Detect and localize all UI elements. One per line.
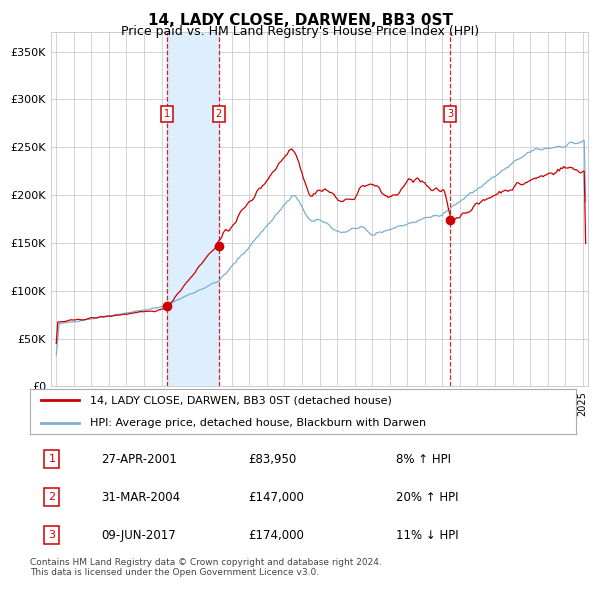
Text: £174,000: £174,000 (248, 529, 304, 542)
Text: 1: 1 (164, 109, 170, 119)
Text: 2: 2 (215, 109, 222, 119)
Text: 14, LADY CLOSE, DARWEN, BB3 0ST (detached house): 14, LADY CLOSE, DARWEN, BB3 0ST (detache… (90, 395, 392, 405)
Text: 3: 3 (49, 530, 55, 540)
Text: £83,950: £83,950 (248, 453, 296, 466)
Text: 1: 1 (49, 454, 55, 464)
Text: Contains HM Land Registry data © Crown copyright and database right 2024.
This d: Contains HM Land Registry data © Crown c… (30, 558, 382, 577)
Text: 14, LADY CLOSE, DARWEN, BB3 0ST: 14, LADY CLOSE, DARWEN, BB3 0ST (148, 13, 452, 28)
Text: 27-APR-2001: 27-APR-2001 (101, 453, 177, 466)
Text: 09-JUN-2017: 09-JUN-2017 (101, 529, 176, 542)
Text: 11% ↓ HPI: 11% ↓ HPI (396, 529, 458, 542)
Text: 2: 2 (48, 492, 55, 502)
Text: Price paid vs. HM Land Registry's House Price Index (HPI): Price paid vs. HM Land Registry's House … (121, 25, 479, 38)
Text: £147,000: £147,000 (248, 490, 304, 504)
Text: 20% ↑ HPI: 20% ↑ HPI (396, 490, 458, 504)
Text: 31-MAR-2004: 31-MAR-2004 (101, 490, 180, 504)
Text: HPI: Average price, detached house, Blackburn with Darwen: HPI: Average price, detached house, Blac… (90, 418, 426, 428)
Bar (167, 32, 218, 386)
Text: 3: 3 (447, 109, 453, 119)
Text: 8% ↑ HPI: 8% ↑ HPI (396, 453, 451, 466)
